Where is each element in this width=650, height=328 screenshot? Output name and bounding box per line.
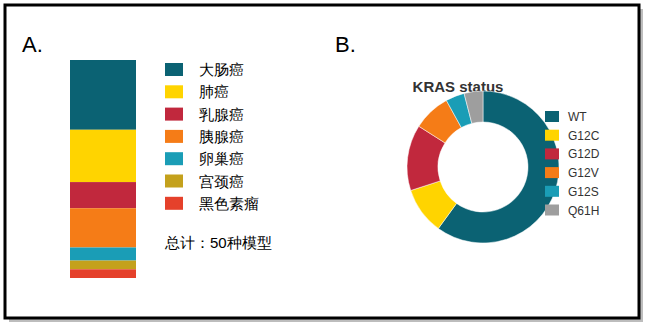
bar-segment xyxy=(70,130,136,182)
bar-segment xyxy=(70,182,136,208)
bar-segment xyxy=(70,261,136,270)
bar-segment xyxy=(70,247,136,260)
bar-group xyxy=(70,60,136,278)
legend-label: 卵巢癌 xyxy=(199,150,244,167)
legend-label: G12C xyxy=(568,129,600,143)
legend-swatch xyxy=(545,130,559,141)
canvas: A.大肠癌肺癌乳腺癌胰腺癌卵巢癌宫颈癌黑色素瘤总计：50种模型B.KRAS st… xyxy=(0,0,650,328)
legend-label: G12D xyxy=(568,147,600,161)
panel-label: B. xyxy=(335,32,356,57)
legend-label: Q61H xyxy=(568,204,599,218)
legend-label: 大肠癌 xyxy=(199,61,244,78)
total-note: 总计：50种模型 xyxy=(164,234,272,251)
legend-swatch xyxy=(165,175,183,188)
panel-label: A. xyxy=(22,32,43,57)
legend-swatch xyxy=(165,108,183,121)
legend-label: 乳腺癌 xyxy=(199,106,244,123)
legend-swatch xyxy=(165,85,183,98)
bar-segment xyxy=(70,60,136,130)
legend-label: WT xyxy=(568,110,587,124)
legend-swatch xyxy=(165,130,183,143)
legend-label: G12S xyxy=(568,185,599,199)
legend-swatch xyxy=(545,111,559,122)
legend-swatch xyxy=(165,63,183,76)
donut-slice xyxy=(464,91,483,123)
legend-swatch xyxy=(545,205,559,216)
legend-label: G12V xyxy=(568,166,599,180)
legend-swatch xyxy=(165,197,183,210)
legend-label: 宫颈癌 xyxy=(199,173,244,190)
donut-slice xyxy=(438,91,559,243)
frame xyxy=(5,5,639,318)
legend-label: 肺癌 xyxy=(199,83,229,100)
legend-swatch xyxy=(165,152,183,165)
legend-swatch xyxy=(545,148,559,159)
bar-segment xyxy=(70,208,136,247)
legend-label: 胰腺癌 xyxy=(199,128,244,145)
bar-segment xyxy=(70,269,136,278)
legend-swatch xyxy=(545,167,559,178)
legend-label: 黑色素瘤 xyxy=(199,195,259,212)
legend-swatch xyxy=(545,186,559,197)
